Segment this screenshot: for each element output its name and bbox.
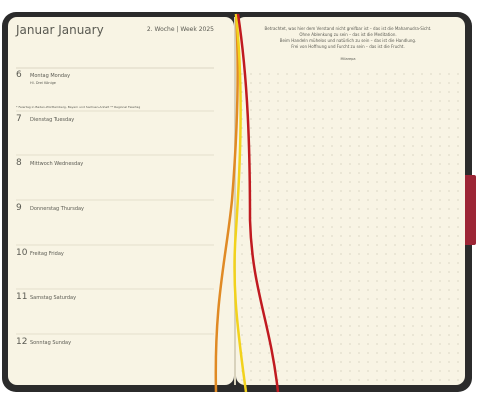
ribbon-yellow: [233, 13, 248, 393]
day-label: Freitag Friday: [30, 251, 64, 257]
day-number: 9: [16, 203, 22, 213]
day-label: Donnerstag Thursday: [30, 206, 84, 212]
day-number: 7: [16, 114, 22, 124]
ribbon-red: [236, 13, 280, 393]
day-number: 6: [16, 70, 22, 80]
day-number: 11: [16, 292, 27, 302]
ribbon-orange: [214, 13, 239, 393]
quote-line: Beim Handeln mühelos und natürlich zu se…: [280, 38, 417, 43]
day-label: Dienstag Tuesday: [30, 117, 74, 123]
left-page: [8, 17, 234, 385]
day-number: 10: [16, 248, 28, 258]
days: 6 Montag Monday Hl. Drei Könige 7 Dienstag T…: [16, 70, 214, 347]
day-number: 8: [16, 158, 22, 168]
month: Januar January: [15, 23, 104, 37]
quote-line: Betrachtet, was hier dem Verstand nicht …: [265, 26, 432, 31]
day-label: Sonntag Sunday: [30, 340, 71, 346]
quote-line: Ohne Ablenkung zu sein – das ist die Med…: [299, 32, 396, 37]
week: 2. Woche | Week 2025: [147, 26, 214, 33]
quote-line: Frei von Hoffnung und Furcht zu sein – d…: [291, 44, 404, 49]
day-label: Samstag Saturday: [30, 295, 76, 301]
ribbons: [214, 13, 280, 393]
day-number: 12: [16, 337, 27, 347]
day-label: Mittwoch Wednesday: [30, 161, 83, 167]
note: * Feiertag in Baden-Württemberg, Bayern …: [16, 105, 140, 109]
day-sub: Hl. Drei Könige: [30, 81, 56, 85]
dot-grid: [240, 72, 462, 382]
quote: Betrachtet, was hier dem Verstand nicht …: [265, 26, 432, 61]
quote-author: Milarepa: [341, 57, 356, 61]
day-label: Montag Monday: [30, 73, 70, 79]
